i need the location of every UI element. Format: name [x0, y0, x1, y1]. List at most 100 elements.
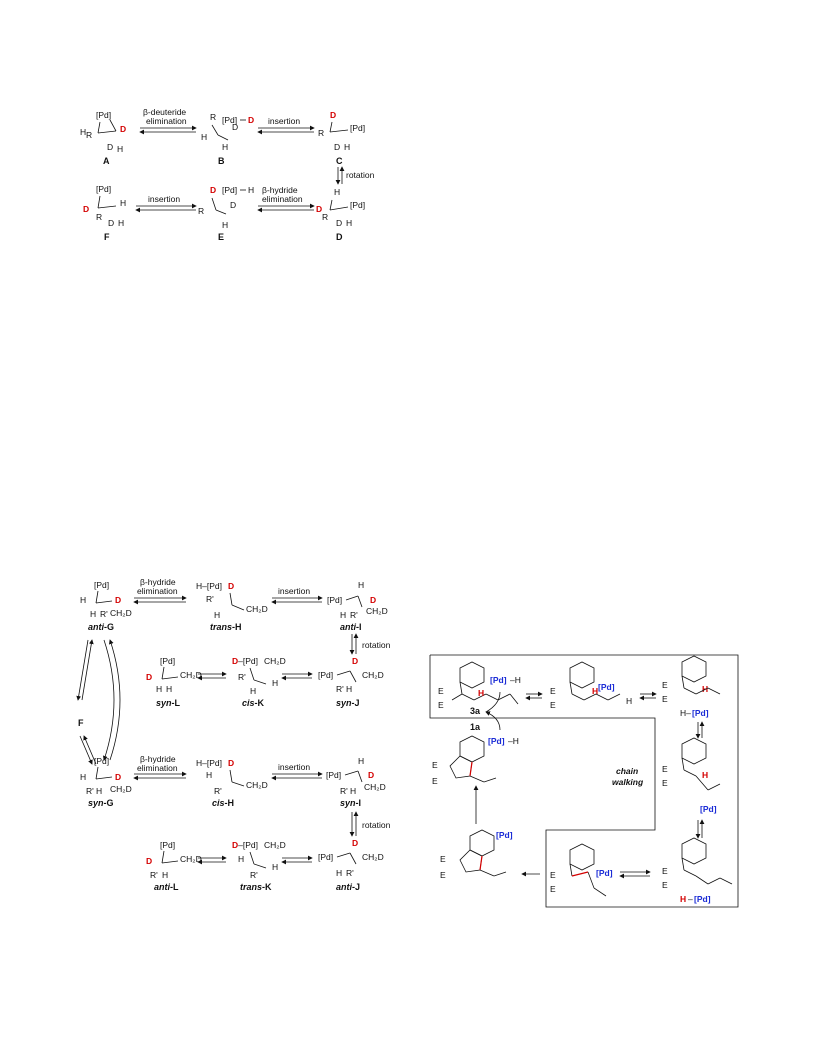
structure-anti-I: H [Pd] D H R' CH₂D anti-I — [327, 580, 388, 632]
svg-text:β-hydride: β-hydride — [140, 754, 176, 764]
svg-text:R: R — [96, 212, 102, 222]
svg-text:E: E — [440, 854, 446, 864]
structure-trans-K: D–[Pd] CH₂D H H R' trans-K — [232, 840, 286, 892]
structure-F: [Pd] H D RD H F — [83, 184, 126, 242]
svg-text:CH₂D: CH₂D — [110, 784, 132, 794]
svg-text:H: H — [272, 678, 278, 688]
svg-text:[Pd]: [Pd] — [490, 675, 507, 685]
svg-text:anti-G: anti-G — [88, 622, 114, 632]
svg-text:E: E — [662, 866, 668, 876]
svg-text:R': R' — [214, 786, 222, 796]
svg-text:H: H — [206, 770, 212, 780]
intermediate-5: EE H – [Pd] — [662, 837, 733, 904]
svg-text:D: D — [115, 772, 121, 782]
svg-text:R': R' — [86, 786, 94, 796]
svg-text:H: H — [162, 870, 168, 880]
svg-text:H: H — [96, 786, 102, 796]
svg-text:H: H — [702, 770, 708, 780]
svg-text:D: D — [248, 115, 254, 125]
svg-text:elimination: elimination — [262, 194, 303, 204]
svg-text:H: H — [80, 127, 86, 137]
svg-text:D: D — [108, 218, 114, 228]
svg-text:trans-K: trans-K — [240, 882, 272, 892]
svg-text:[Pd]: [Pd] — [318, 670, 333, 680]
svg-text:[Pd]: [Pd] — [350, 123, 365, 133]
svg-text:F: F — [78, 718, 84, 728]
svg-text:H: H — [222, 142, 228, 152]
svg-text:E: E — [440, 870, 446, 880]
svg-text:CH₂D: CH₂D — [364, 782, 386, 792]
svg-text:[Pd]: [Pd] — [350, 200, 365, 210]
svg-text:H: H — [336, 868, 342, 878]
svg-text:[Pd]: [Pd] — [596, 868, 613, 878]
structure-syn-J: D [Pd] CH₂D R' H syn-J — [318, 656, 384, 708]
svg-text:D: D — [352, 656, 358, 666]
svg-text:H: H — [120, 198, 126, 208]
step-insertion-2: insertion — [148, 194, 180, 204]
structure-D: H [Pd] D RD H D — [316, 187, 365, 242]
svg-text:D: D — [316, 204, 322, 214]
chain-walking-label: chain — [616, 766, 638, 776]
svg-text:H: H — [680, 894, 686, 904]
svg-text:R': R' — [336, 684, 344, 694]
label-C: C — [336, 156, 343, 166]
svg-text:H: H — [80, 772, 86, 782]
svg-text:H: H — [117, 144, 123, 154]
svg-text:CH₂D: CH₂D — [180, 670, 202, 680]
label-D: D — [336, 232, 343, 242]
svg-text:rotation: rotation — [362, 820, 391, 830]
svg-text:R: R — [322, 212, 328, 222]
svg-text:E: E — [438, 686, 444, 696]
svg-text:[Pd]: [Pd] — [96, 110, 111, 120]
svg-text:anti-J: anti-J — [336, 882, 360, 892]
svg-text:H: H — [166, 684, 172, 694]
svg-text:H: H — [346, 218, 352, 228]
svg-text:[Pd]: [Pd] — [318, 852, 333, 862]
svg-text:cis-K: cis-K — [242, 698, 265, 708]
svg-text:D: D — [232, 122, 238, 132]
svg-text:CH₂D: CH₂D — [180, 854, 202, 864]
step-insertion-1: insertion — [268, 116, 300, 126]
svg-text:H: H — [346, 684, 352, 694]
step-rotation-1: rotation — [346, 170, 375, 180]
svg-text:CH₂D: CH₂D — [264, 840, 286, 850]
svg-text:E: E — [550, 870, 556, 880]
svg-text:[Pd]: [Pd] — [326, 770, 341, 780]
intermediate-2: EE H [Pd] H — [550, 661, 632, 710]
svg-text:H: H — [592, 686, 598, 696]
svg-text:H: H — [340, 610, 346, 620]
svg-text:[Pd]: [Pd] — [488, 736, 505, 746]
svg-text:H: H — [222, 220, 228, 230]
svg-text:E: E — [662, 778, 668, 788]
step-beta-hydride-1: β-hydride — [262, 185, 298, 195]
svg-text:insertion: insertion — [278, 586, 310, 596]
chain-walking-box — [429, 654, 739, 908]
svg-text:CH₂D: CH₂D — [246, 780, 268, 790]
svg-text:CH₂D: CH₂D — [362, 670, 384, 680]
svg-text:CH₂D: CH₂D — [264, 656, 286, 666]
svg-text:E: E — [432, 776, 438, 786]
reagent-3a: 3a — [470, 706, 481, 716]
svg-text:H: H — [214, 610, 220, 620]
structure-anti-J: D [Pd] CH₂D H R' anti-J — [318, 838, 384, 892]
svg-text:D: D — [210, 185, 216, 195]
product-bicycle-pdh: EE [Pd] –H — [432, 735, 519, 786]
svg-text:H: H — [238, 854, 244, 864]
svg-text:D: D — [115, 595, 121, 605]
svg-text:D: D — [120, 124, 126, 134]
svg-text:H: H — [358, 580, 364, 590]
svg-text:CH₂D: CH₂D — [110, 608, 132, 618]
svg-text:R': R' — [340, 786, 348, 796]
svg-text:R: R — [318, 128, 324, 138]
svg-text:E: E — [662, 880, 668, 890]
svg-text:H: H — [626, 696, 632, 706]
svg-text:H: H — [80, 595, 86, 605]
structure-trans-H: H–[Pd] D R' CH₂D H trans-H — [196, 581, 268, 632]
svg-text:R': R' — [250, 870, 258, 880]
svg-text:R': R' — [150, 870, 158, 880]
